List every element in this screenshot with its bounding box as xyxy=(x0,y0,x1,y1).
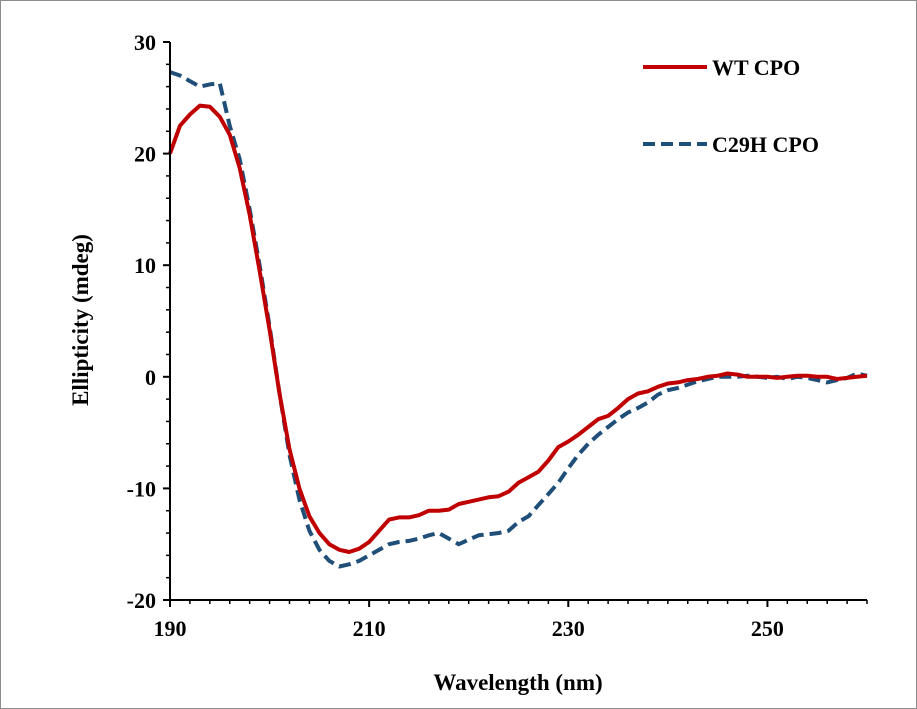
x-tick-label: 250 xyxy=(751,616,784,641)
ticks: -20 -10 0 10 20 30 190 210 230 250 xyxy=(127,30,868,641)
series-line-wt-cpo xyxy=(168,103,868,554)
plot-lines xyxy=(168,70,868,569)
y-tick-label: 0 xyxy=(145,365,156,390)
y-axis-title: Ellipticity (mdeg) xyxy=(68,234,93,406)
y-tick-label: 30 xyxy=(134,30,156,55)
x-tick-label: 190 xyxy=(154,616,187,641)
y-tick-label: -20 xyxy=(127,588,156,613)
y-tick-label: -10 xyxy=(127,476,156,501)
y-tick-label: 10 xyxy=(134,253,156,278)
legend-label-c29h-cpo: C29H CPO xyxy=(712,132,819,157)
legend: WT CPO C29H CPO xyxy=(643,55,819,157)
y-tick-label: 20 xyxy=(134,142,156,167)
x-axis-title: Wavelength (nm) xyxy=(433,670,602,695)
x-tick-label: 210 xyxy=(353,616,386,641)
x-tick-label: 230 xyxy=(552,616,585,641)
legend-label-wt-cpo: WT CPO xyxy=(712,55,800,80)
axes xyxy=(169,42,867,601)
